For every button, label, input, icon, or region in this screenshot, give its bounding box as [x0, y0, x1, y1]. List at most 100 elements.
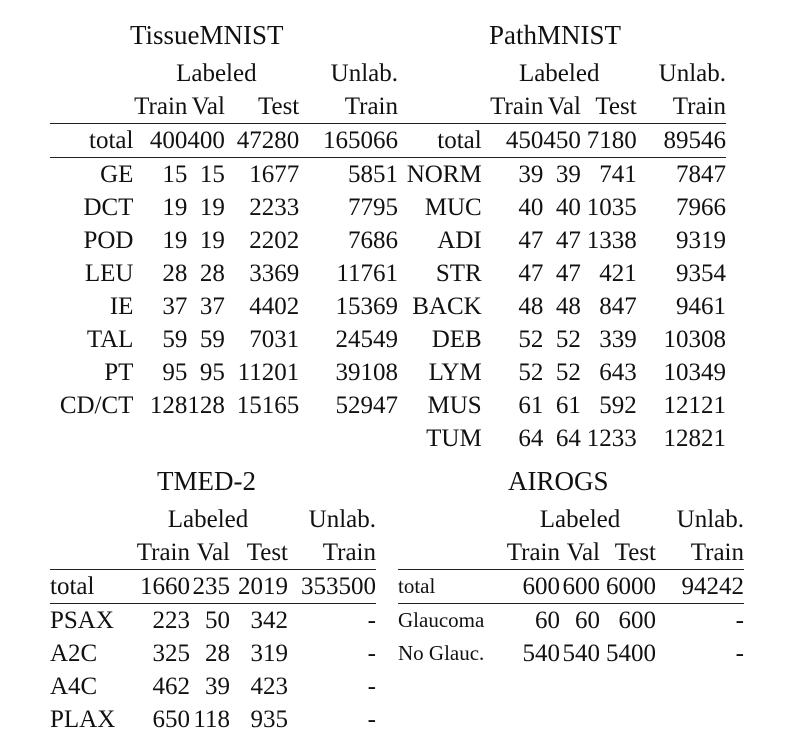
cell: 52 — [555, 326, 581, 353]
test-header: Test — [614, 539, 656, 566]
cell: 3369 — [249, 260, 300, 287]
cell: 118 — [193, 706, 230, 733]
table-row: No Glauc. 540 540 5400- — [398, 637, 744, 670]
class-label: LEU — [84, 260, 134, 287]
cell: 59 — [162, 326, 188, 353]
cell: 1035 — [586, 194, 637, 221]
unlab-header: Unlab. — [308, 506, 376, 533]
cell: 342 — [250, 607, 289, 634]
cell: 28 — [162, 260, 188, 287]
cell: 1677 — [249, 161, 300, 188]
class-label: GE — [100, 161, 134, 188]
cell: 19 — [162, 194, 188, 221]
header-row-split: Train Val Test Train — [398, 90, 726, 124]
cell: 60 — [535, 607, 560, 634]
cell: 37 — [162, 293, 188, 320]
class-label: ADI — [437, 227, 482, 254]
cell: 64 — [555, 425, 581, 452]
total-train: 1660 — [128, 569, 190, 604]
table-row: LYM 52 52 643 10349 — [398, 356, 726, 389]
class-label: BACK — [412, 293, 482, 320]
labeled-header: Labeled — [518, 60, 600, 87]
labeled-header: Labeled — [167, 506, 249, 533]
cell: 2233 — [249, 194, 300, 221]
cell: 10308 — [663, 326, 727, 353]
cell: 12821 — [663, 425, 727, 452]
total-unlab: 165066 — [299, 123, 398, 158]
cell: 95 — [199, 359, 225, 386]
table-row: Glaucoma 60 60 600 - — [398, 604, 744, 638]
cell: 9319 — [676, 227, 726, 254]
val-header: Val — [566, 539, 600, 566]
total-train: 450 — [481, 123, 544, 158]
cell: 9461 — [676, 293, 726, 320]
header-row-split: Train Val Test Train — [398, 536, 744, 570]
table-row: GE 15 15 1677 5851 — [50, 158, 398, 192]
total-label: total — [50, 569, 128, 604]
cell: - — [367, 607, 376, 634]
cell: 1233 — [586, 425, 637, 452]
table-row: CD/CT 128 128 15165 52947 — [50, 389, 398, 422]
cell: 39 — [205, 673, 230, 700]
train-header: Train — [490, 93, 544, 120]
table-row: DCT 19 19 2233 7795 — [50, 191, 398, 224]
cell: 59 — [199, 326, 225, 353]
cell: 40 — [555, 194, 581, 221]
unlab-header: Unlab. — [658, 60, 726, 87]
cell: 600 — [618, 607, 657, 634]
test-header: Test — [257, 93, 300, 120]
table-row: PSAX 223 50 342 - — [50, 604, 376, 638]
class-label: Glaucoma — [398, 608, 485, 632]
unlab-train-header: Train — [690, 539, 744, 566]
test-header: Test — [246, 539, 288, 566]
cell: 540 — [562, 640, 601, 667]
class-label: LYM — [428, 359, 482, 386]
cell: 19 — [199, 194, 225, 221]
total-train: 400 — [133, 123, 188, 158]
val-header: Val — [547, 93, 581, 120]
cell: 39 — [518, 161, 544, 188]
cell: 48 — [518, 293, 544, 320]
total-row: total 400 400 47280 165066 — [50, 123, 398, 158]
cell: 5851 — [348, 161, 398, 188]
test-header: Test — [595, 93, 637, 120]
cell: 339 — [599, 326, 637, 353]
cell: 19 — [199, 227, 225, 254]
table-row: IE 37 37 4402 15369 — [50, 290, 398, 323]
table-row: A2C 325 28 319 - — [50, 637, 376, 670]
cell: 48 — [555, 293, 581, 320]
class-label: TAL — [86, 326, 134, 353]
cell: 39108 — [335, 359, 399, 386]
cell: 540 — [522, 640, 561, 667]
cell: 47 — [555, 260, 581, 287]
table-row: PT 95 95 11201 39108 — [50, 356, 398, 389]
total-train: 600 — [504, 569, 560, 604]
tmed2-table: Labeled Unlab. Train Val Test Train tota… — [50, 503, 376, 736]
pathmnist-title: PathMNIST — [489, 20, 622, 50]
table-row: TAL 59 59 7031 24549 — [50, 323, 398, 356]
table-row: ADI 47 47 1338 9319 — [398, 224, 726, 257]
table-row: POD 19 19 2202 7686 — [50, 224, 398, 257]
total-val: 235 — [190, 569, 230, 604]
cell: 95 — [162, 359, 188, 386]
cell: 7686 — [348, 227, 398, 254]
cell: 325 — [152, 640, 191, 667]
total-val: 400 — [187, 123, 225, 158]
cell: 462 — [152, 673, 191, 700]
cell: 52947 — [335, 392, 399, 419]
class-label: DCT — [83, 194, 134, 221]
class-label: A2C — [50, 640, 98, 667]
cell: 50 — [205, 607, 230, 634]
airogs-table: Labeled Unlab. Train Val Test Train tota… — [398, 503, 744, 670]
cell: 7795 — [348, 194, 398, 221]
pathmnist-table: Labeled Unlab. Train Val Test Train tota… — [398, 57, 726, 455]
cell: - — [367, 673, 376, 700]
cell: 28 — [205, 640, 230, 667]
unlab-train-header: Train — [322, 539, 376, 566]
cell: 19 — [162, 227, 188, 254]
cell: 60 — [575, 607, 600, 634]
table-row: A4C 462 39 423 - — [50, 670, 376, 703]
unlab-train-header: Train — [672, 93, 726, 120]
table-row: PLAX 650 118 935 - — [50, 703, 376, 736]
total-label: total — [398, 569, 504, 604]
